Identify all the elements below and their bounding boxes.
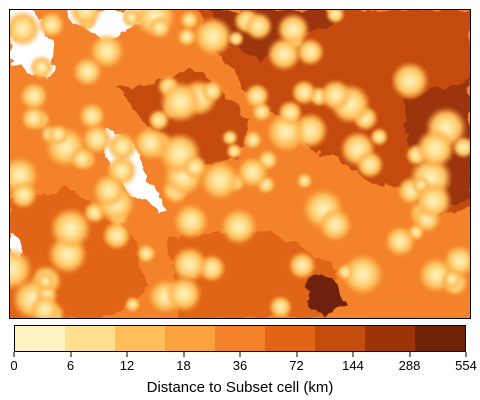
proximity-blob xyxy=(355,150,385,179)
legend-swatch-3 xyxy=(165,326,215,351)
proximity-blob xyxy=(148,15,172,40)
legend-tick-label-6: 144 xyxy=(342,358,364,373)
proximity-blob xyxy=(199,159,241,201)
proximity-blob xyxy=(415,128,456,169)
proximity-blob xyxy=(69,10,103,27)
proximity-blob xyxy=(291,79,317,106)
proximity-blob xyxy=(124,296,141,313)
proximity-blob xyxy=(36,272,55,291)
proximity-blob xyxy=(159,80,202,124)
proximity-blob xyxy=(10,10,41,47)
legend-swatch-7 xyxy=(365,326,415,351)
legend-tick-2 xyxy=(126,352,128,357)
proximity-blob xyxy=(277,100,303,126)
proximity-blob xyxy=(136,243,157,264)
proximity-blob xyxy=(244,83,270,109)
south-central-region xyxy=(169,228,339,318)
proximity-blob xyxy=(10,180,38,210)
legend-tick-3 xyxy=(183,352,184,357)
proximity-blob xyxy=(318,207,353,242)
legend-tick-label-4: 36 xyxy=(232,358,248,373)
proximity-blob xyxy=(221,129,239,146)
legend-tick-label-2: 12 xyxy=(119,358,135,373)
proximity-blob xyxy=(88,33,125,70)
legend-tick-4 xyxy=(239,352,241,357)
legend-tick-label-5: 72 xyxy=(289,358,304,373)
proximity-blob xyxy=(236,155,269,189)
legend-tick-label-0: 0 xyxy=(10,358,18,373)
proximity-blob xyxy=(325,10,345,24)
proximity-blob xyxy=(10,247,34,291)
proximity-blob xyxy=(341,252,385,296)
proximity-blob xyxy=(172,203,210,240)
proximity-blob xyxy=(133,125,168,161)
proximity-blob xyxy=(266,36,302,72)
legend-tick-label-8: 554 xyxy=(455,358,477,373)
proximity-blob xyxy=(414,181,453,220)
proximity-blob xyxy=(171,246,208,283)
proximity-blob xyxy=(441,269,463,290)
proximity-blob xyxy=(47,123,70,146)
legend-tick-8 xyxy=(465,352,467,357)
proximity-blob xyxy=(81,123,113,155)
legend-swatch-6 xyxy=(315,326,365,351)
proximity-blob xyxy=(29,55,54,80)
proximity-blob xyxy=(192,16,234,57)
legend-tick-6 xyxy=(352,352,354,357)
legend-tick-label-3: 18 xyxy=(176,358,191,373)
proximity-blob xyxy=(384,225,417,258)
color-legend-bar xyxy=(14,325,466,352)
proximity-blob xyxy=(101,220,132,251)
proximity-blob xyxy=(228,30,244,47)
legend-swatch-8 xyxy=(415,326,465,351)
proximity-blob xyxy=(165,275,203,313)
proximity-blob xyxy=(244,11,273,41)
distance-raster xyxy=(10,10,470,318)
legend-tick-0 xyxy=(13,352,15,357)
distance-map xyxy=(9,9,471,319)
legend-tick-5 xyxy=(296,352,297,357)
legend-swatch-4 xyxy=(215,326,265,351)
proximity-blob xyxy=(200,80,224,103)
proximity-blob xyxy=(226,143,243,160)
legend-swatch-0 xyxy=(15,326,65,351)
legend-tick-7 xyxy=(409,352,410,357)
proximity-blob xyxy=(219,207,258,246)
proximity-blob xyxy=(49,207,93,250)
southeast-small-far-patch xyxy=(308,276,344,318)
legend-ticks xyxy=(13,352,467,358)
proximity-blob xyxy=(37,10,66,39)
proximity-blob xyxy=(20,105,47,132)
legend-labels: 0 6 12 18 36 72 144 288 554 xyxy=(10,358,476,376)
proximity-blob xyxy=(69,146,95,171)
legend-swatch-5 xyxy=(265,326,315,351)
proximity-blob xyxy=(390,61,430,101)
legend-tick-1 xyxy=(70,352,71,357)
proximity-blob xyxy=(78,102,106,130)
proximity-blob xyxy=(179,10,200,30)
proximity-blob xyxy=(91,173,127,208)
proximity-blob xyxy=(29,293,61,318)
legend-title: Distance to Subset cell (km) xyxy=(146,379,334,396)
legend-tick-label-7: 288 xyxy=(398,358,421,373)
legend-tick-label-1: 6 xyxy=(66,358,75,373)
proximity-blobs xyxy=(10,10,470,318)
legend-swatch-1 xyxy=(65,326,115,351)
proximity-blob xyxy=(107,131,138,162)
proximity-blob xyxy=(443,244,470,278)
proximity-blob xyxy=(176,26,197,47)
legend-swatch-2 xyxy=(115,326,165,351)
proximity-blob xyxy=(243,130,263,150)
proximity-blob xyxy=(370,127,389,147)
proximity-blob xyxy=(268,295,293,318)
proximity-blob xyxy=(287,251,317,280)
proximity-blob xyxy=(19,81,49,111)
proximity-blob xyxy=(296,172,313,190)
proximity-blob xyxy=(319,79,352,112)
proximity-blob xyxy=(336,263,354,281)
